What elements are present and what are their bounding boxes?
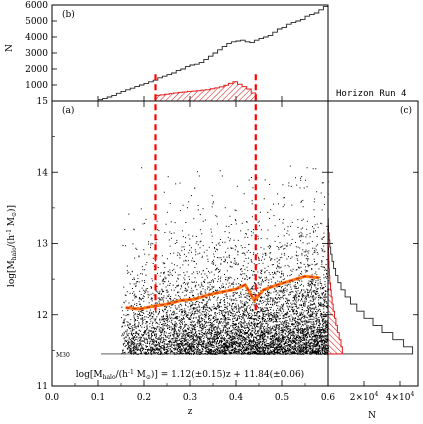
panel-b-label: (b) <box>62 9 75 20</box>
panel-a-y-axis-label: log[Mhalo/(h-1 M⊙)] <box>6 205 18 287</box>
panel-c-x-axis-label: N <box>368 411 376 421</box>
x-tick-label: 0.3 <box>183 393 198 403</box>
selected-redshift-histogram <box>155 81 257 102</box>
trend-line-dashes <box>125 275 319 310</box>
y-tick-label: 13 <box>37 240 49 250</box>
x-tick-label: 0.1 <box>91 393 105 403</box>
y-tick-label: 2000 <box>25 65 48 75</box>
scatter-points <box>121 165 329 355</box>
y-tick-label: 5000 <box>25 17 48 27</box>
panel-b-frame <box>51 4 329 102</box>
x-tick-label: 0.5 <box>275 393 290 403</box>
y-tick-label: 1000 <box>25 81 48 91</box>
y-tick-label: 14 <box>37 168 49 178</box>
figure-title: Horizon Run 4 <box>336 89 406 99</box>
x-tick-label: 0.2 <box>137 393 151 403</box>
all-mass-histogram <box>327 218 414 355</box>
x-tick-label: 0.6 <box>321 393 336 403</box>
panel-a-label: (a) <box>62 105 74 116</box>
panel-b-y-axis-label: N <box>5 44 15 52</box>
fit-equation: log[Mhalo/(h-1 M⊙)] = 1.12(±0.15)z + 11.… <box>76 369 304 381</box>
panel-c-label: (c) <box>400 105 412 116</box>
x-tick-label: 2×104 <box>350 391 379 403</box>
y-tick-label: 6000 <box>25 1 48 11</box>
y-tick-label: 3000 <box>25 49 48 59</box>
y-tick-label: 15 <box>37 97 49 107</box>
panel-a-frame <box>51 100 329 387</box>
panel-b-histogram: 1000 2000 3000 4000 5000 6000 (b) N <box>5 1 329 102</box>
panel-a-x-axis-label: z <box>188 407 193 417</box>
y-tick-label: 12 <box>37 311 48 321</box>
selected-mass-histogram <box>327 218 343 355</box>
all-redshift-histogram <box>97 6 329 101</box>
panel-c-histogram: 2×104 4×104 (c) N <box>327 100 419 421</box>
halo-points <box>121 165 329 355</box>
y-tick-label: 11 <box>37 382 48 392</box>
x-tick-label: 4×104 <box>386 391 415 403</box>
x-tick-label: 0.4 <box>229 393 244 403</box>
x-tick-label: 0.0 <box>45 393 60 403</box>
corner-label: M30 <box>56 352 70 359</box>
y-tick-label: 4000 <box>25 33 48 43</box>
